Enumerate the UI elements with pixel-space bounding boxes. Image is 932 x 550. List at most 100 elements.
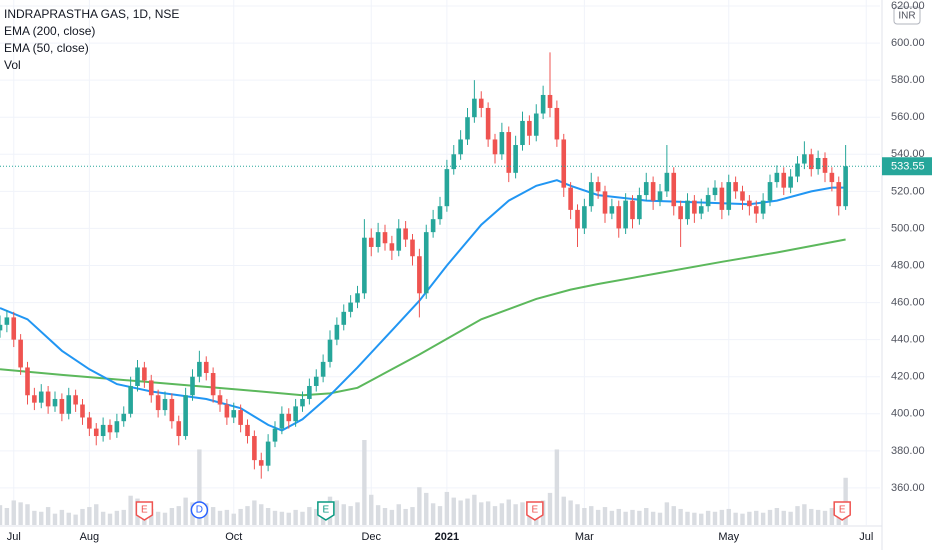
y-tick-label: 420.00 [891,371,925,383]
candle-body [59,398,65,414]
y-tick-label: 380.00 [891,445,925,457]
volume-bar [245,506,250,525]
volume-bar [94,504,99,525]
volume-bar [602,507,608,525]
event-marker [833,501,851,521]
y-tick-label: 500.00 [891,222,925,234]
candle-body [698,206,704,214]
y-tick-label: 400.00 [891,408,925,420]
volume-bar [458,500,463,525]
currency-box[interactable] [893,6,921,25]
volume-bar [815,509,821,525]
volume-bar [0,505,3,525]
event-label: D [196,505,203,516]
candle-body [602,191,608,214]
volume-bar [712,511,718,525]
volume-bar [671,506,676,525]
volume-bar [430,503,436,525]
candle-body [430,219,436,233]
volume-bar [472,494,477,525]
volume-bar [547,492,553,525]
candle-body [747,200,752,207]
candle-body [423,232,429,294]
volume-bar [822,510,828,525]
candle-body [451,154,457,170]
volume-bar [382,508,388,525]
chart-title: INDRAPRASTHA GAS, 1D, NSE [4,7,179,21]
volume-bar [252,500,257,525]
volume-bar [217,510,223,525]
volume-bar [73,514,78,525]
volume-bar [128,495,133,525]
candle-body [630,200,635,220]
volume-bar [781,510,786,525]
volume-bar [582,508,587,525]
candle-body [355,293,360,303]
volume-bar [314,508,319,525]
candle-body [740,191,745,201]
volume-bar [719,509,725,525]
x-tick-label: Mar [575,531,594,543]
candle-body [32,395,37,403]
candle-body [623,200,628,229]
y-tick-label: 540.00 [891,148,925,160]
volume-bar [575,504,580,525]
candle-body [403,228,408,240]
volume-bar [479,502,484,525]
candle-body [533,113,539,136]
volume-bar [87,507,92,525]
candle-body [595,182,601,192]
candle-body [107,424,113,433]
volume-bar [183,497,188,525]
volume-bar [4,508,10,525]
y-tick-label: 440.00 [891,334,925,346]
volume-bar [685,511,690,525]
volume-bar [107,513,113,525]
candle-body [389,243,395,251]
volume-bar [485,501,491,525]
volume-bar [465,498,470,525]
candle-body [114,421,120,433]
candle-body [719,187,725,210]
y-tick-label: 460.00 [891,296,925,308]
candle-body [327,339,333,362]
candle-body [155,395,161,411]
candle-body [795,163,800,177]
candle-body [671,172,677,207]
candle-body [66,395,72,414]
candle-body [176,421,182,437]
candle-body [135,367,140,386]
volume-bar [520,502,525,525]
volume-bar [25,504,30,525]
volume-bar [197,449,202,525]
volume-bar [176,506,181,525]
volume-bar [59,509,65,525]
volume-bar [149,508,154,525]
candle-body [582,206,587,229]
volume-bar [210,507,216,525]
volume-bar [554,449,560,525]
x-tick-label: Oct [225,531,242,543]
candle-body [265,441,271,466]
candle-body [609,206,615,214]
candle-body [93,428,99,437]
candle-body [73,395,78,405]
candle-body [802,154,807,164]
candle-body [334,324,340,340]
candle-body [437,206,443,220]
candle-body [252,436,257,461]
candle-body [396,228,402,251]
ema-line [0,238,846,397]
candle-body [382,232,388,244]
candle-body [52,398,58,407]
candle-body [4,317,10,325]
volume-bar [451,497,456,525]
event-marker [526,501,544,521]
volume-bar [795,506,800,525]
volume-bar [424,492,429,525]
candle-body [190,376,195,396]
candle-body [499,132,505,155]
volume-bar [513,504,518,525]
candle-body [368,237,374,247]
volume-bar [403,508,408,525]
